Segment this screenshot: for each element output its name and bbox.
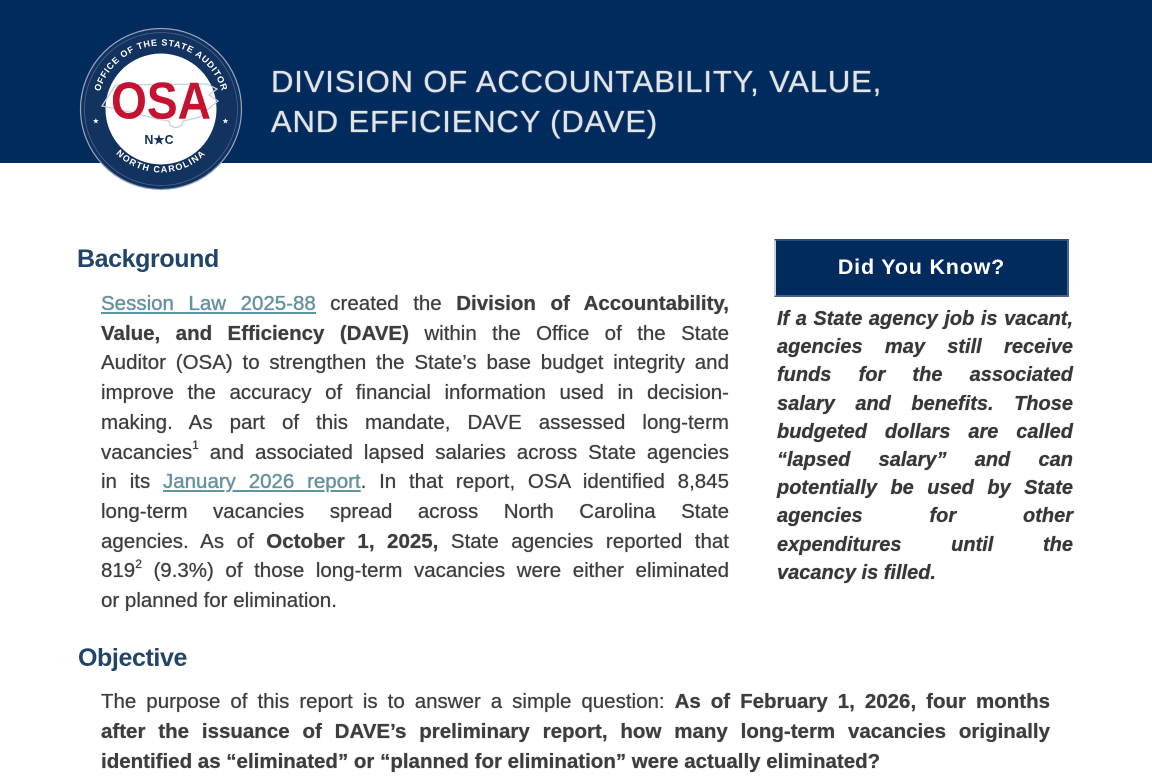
svg-text:OSA: OSA bbox=[111, 73, 211, 131]
svg-text:★: ★ bbox=[222, 117, 229, 126]
svg-text:★: ★ bbox=[93, 117, 100, 126]
svg-text:N★C: N★C bbox=[144, 133, 173, 147]
